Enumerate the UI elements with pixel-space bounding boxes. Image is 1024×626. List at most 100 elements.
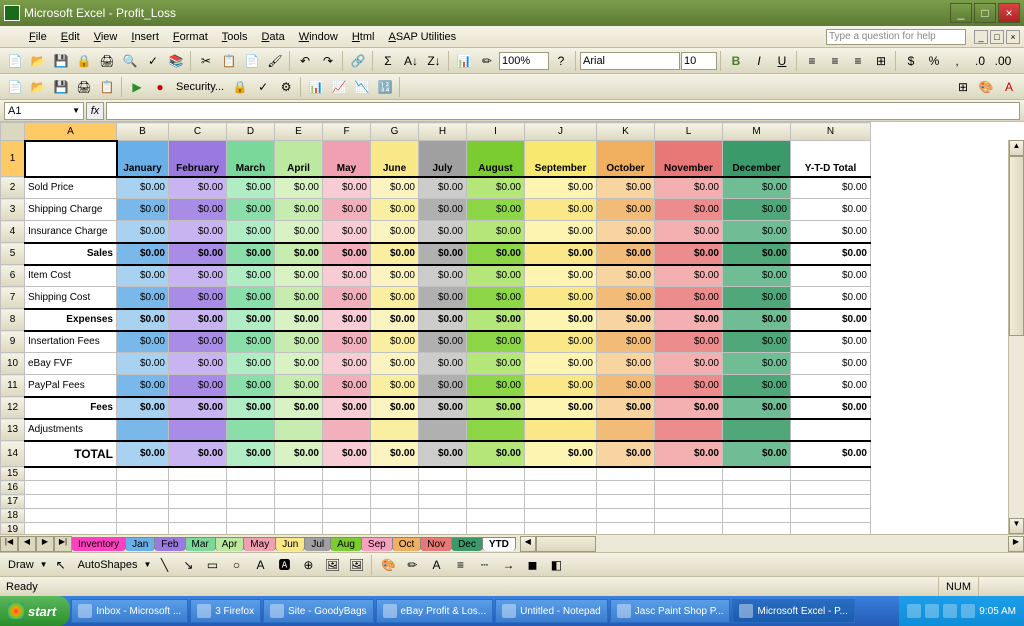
col-header-F[interactable]: F bbox=[323, 123, 371, 141]
row-header-13[interactable]: 13 bbox=[1, 419, 25, 441]
sheet-tab-jun[interactable]: Jun bbox=[275, 537, 305, 551]
header-cell[interactable]: August bbox=[467, 141, 525, 177]
cell[interactable] bbox=[117, 495, 169, 509]
cell[interactable]: $0.00 bbox=[597, 177, 655, 199]
underline-icon[interactable]: U bbox=[771, 50, 793, 72]
tray-icon[interactable] bbox=[907, 604, 921, 618]
cell[interactable]: $0.00 bbox=[169, 199, 227, 221]
cell[interactable] bbox=[597, 495, 655, 509]
cell[interactable]: $0.00 bbox=[227, 221, 275, 243]
cell[interactable]: $0.00 bbox=[419, 221, 467, 243]
scroll-down-button[interactable]: ▼ bbox=[1009, 518, 1024, 534]
cell[interactable] bbox=[117, 419, 169, 441]
cell[interactable]: $0.00 bbox=[467, 331, 525, 353]
cell[interactable]: $0.00 bbox=[117, 265, 169, 287]
tb2-icon[interactable]: 🖨 bbox=[73, 76, 95, 98]
col-header-J[interactable]: J bbox=[525, 123, 597, 141]
cell[interactable]: $0.00 bbox=[655, 353, 723, 375]
row-header-19[interactable]: 19 bbox=[1, 523, 25, 535]
cell[interactable] bbox=[419, 419, 467, 441]
taskbar-item[interactable]: Site - GoodyBags bbox=[263, 599, 373, 623]
cell[interactable]: $0.00 bbox=[371, 265, 419, 287]
font-color-icon[interactable]: A bbox=[425, 554, 447, 576]
row-label[interactable]: Expenses bbox=[25, 309, 117, 331]
record-icon[interactable]: ● bbox=[149, 76, 171, 98]
cell[interactable] bbox=[723, 481, 791, 495]
taskbar-item[interactable]: eBay Profit & Los... bbox=[376, 599, 494, 623]
cell[interactable]: $0.00 bbox=[169, 287, 227, 309]
cell[interactable] bbox=[467, 467, 525, 481]
cell[interactable] bbox=[323, 495, 371, 509]
row-label[interactable]: Fees bbox=[25, 397, 117, 419]
cell[interactable] bbox=[791, 481, 871, 495]
cell[interactable]: $0.00 bbox=[419, 353, 467, 375]
chart-icon[interactable]: 📊 bbox=[453, 50, 475, 72]
row-header-2[interactable]: 2 bbox=[1, 177, 25, 199]
cell[interactable] bbox=[655, 495, 723, 509]
cell[interactable] bbox=[323, 467, 371, 481]
doc-minimize-button[interactable]: _ bbox=[974, 30, 988, 44]
cell[interactable] bbox=[597, 481, 655, 495]
cell[interactable] bbox=[227, 467, 275, 481]
menu-insert[interactable]: Insert bbox=[124, 29, 166, 45]
autoshapes-menu[interactable]: AutoShapes bbox=[74, 559, 142, 571]
align-center-icon[interactable]: ≡ bbox=[824, 50, 846, 72]
tb2-icon[interactable]: 📉 bbox=[351, 76, 373, 98]
cell[interactable] bbox=[25, 467, 117, 481]
cell[interactable] bbox=[323, 509, 371, 523]
cell[interactable]: $0.00 bbox=[419, 199, 467, 221]
cell[interactable]: $0.00 bbox=[525, 353, 597, 375]
cell[interactable]: $0.00 bbox=[371, 221, 419, 243]
cell[interactable]: $0.00 bbox=[371, 397, 419, 419]
cell[interactable]: $0.00 bbox=[117, 353, 169, 375]
cell[interactable]: $0.00 bbox=[323, 199, 371, 221]
cell[interactable] bbox=[169, 495, 227, 509]
zoom-select[interactable] bbox=[499, 52, 549, 70]
cell[interactable]: $0.00 bbox=[275, 287, 323, 309]
cell[interactable] bbox=[117, 509, 169, 523]
sort-asc-icon[interactable]: A↓ bbox=[400, 50, 422, 72]
cell[interactable] bbox=[791, 509, 871, 523]
row-header-6[interactable]: 6 bbox=[1, 265, 25, 287]
align-left-icon[interactable]: ≡ bbox=[801, 50, 823, 72]
cell[interactable] bbox=[323, 419, 371, 441]
cell[interactable]: $0.00 bbox=[275, 375, 323, 397]
tab-last-button[interactable]: ▶| bbox=[54, 536, 72, 552]
cell[interactable]: $0.00 bbox=[323, 221, 371, 243]
sec-icon[interactable]: 🔒 bbox=[229, 76, 251, 98]
cell[interactable] bbox=[655, 509, 723, 523]
row-label[interactable]: Adjustments bbox=[25, 419, 117, 441]
cell[interactable]: $0.00 bbox=[275, 177, 323, 199]
cell[interactable]: $0.00 bbox=[323, 353, 371, 375]
cell[interactable]: $0.00 bbox=[275, 331, 323, 353]
tray-icon[interactable] bbox=[925, 604, 939, 618]
permission-icon[interactable]: 🔒 bbox=[73, 50, 95, 72]
cell[interactable]: $0.00 bbox=[323, 265, 371, 287]
cell[interactable] bbox=[525, 481, 597, 495]
header-cell[interactable]: December bbox=[723, 141, 791, 177]
cell[interactable] bbox=[227, 509, 275, 523]
sheet-tab-mar[interactable]: Mar bbox=[185, 537, 216, 551]
cell[interactable]: $0.00 bbox=[117, 441, 169, 467]
cell[interactable]: $0.00 bbox=[467, 199, 525, 221]
row-header-8[interactable]: 8 bbox=[1, 309, 25, 331]
cell[interactable]: $0.00 bbox=[227, 353, 275, 375]
formula-input[interactable] bbox=[106, 102, 1020, 120]
cell[interactable]: $0.00 bbox=[597, 287, 655, 309]
cell[interactable]: $0.00 bbox=[275, 353, 323, 375]
cell[interactable]: $0.00 bbox=[169, 397, 227, 419]
doc-close-button[interactable]: × bbox=[1006, 30, 1020, 44]
sheet-tab-sep[interactable]: Sep bbox=[361, 537, 393, 551]
currency-icon[interactable]: $ bbox=[900, 50, 922, 72]
cell[interactable]: $0.00 bbox=[525, 287, 597, 309]
rect-icon[interactable]: ▭ bbox=[201, 554, 223, 576]
header-cell[interactable]: October bbox=[597, 141, 655, 177]
line-style-icon[interactable]: ≡ bbox=[449, 554, 471, 576]
cell[interactable] bbox=[597, 467, 655, 481]
cell[interactable]: $0.00 bbox=[169, 265, 227, 287]
cell[interactable]: $0.00 bbox=[227, 375, 275, 397]
name-box[interactable]: A1▼ bbox=[4, 102, 84, 120]
cell[interactable]: $0.00 bbox=[525, 441, 597, 467]
cell[interactable]: $0.00 bbox=[117, 221, 169, 243]
col-header-N[interactable]: N bbox=[791, 123, 871, 141]
